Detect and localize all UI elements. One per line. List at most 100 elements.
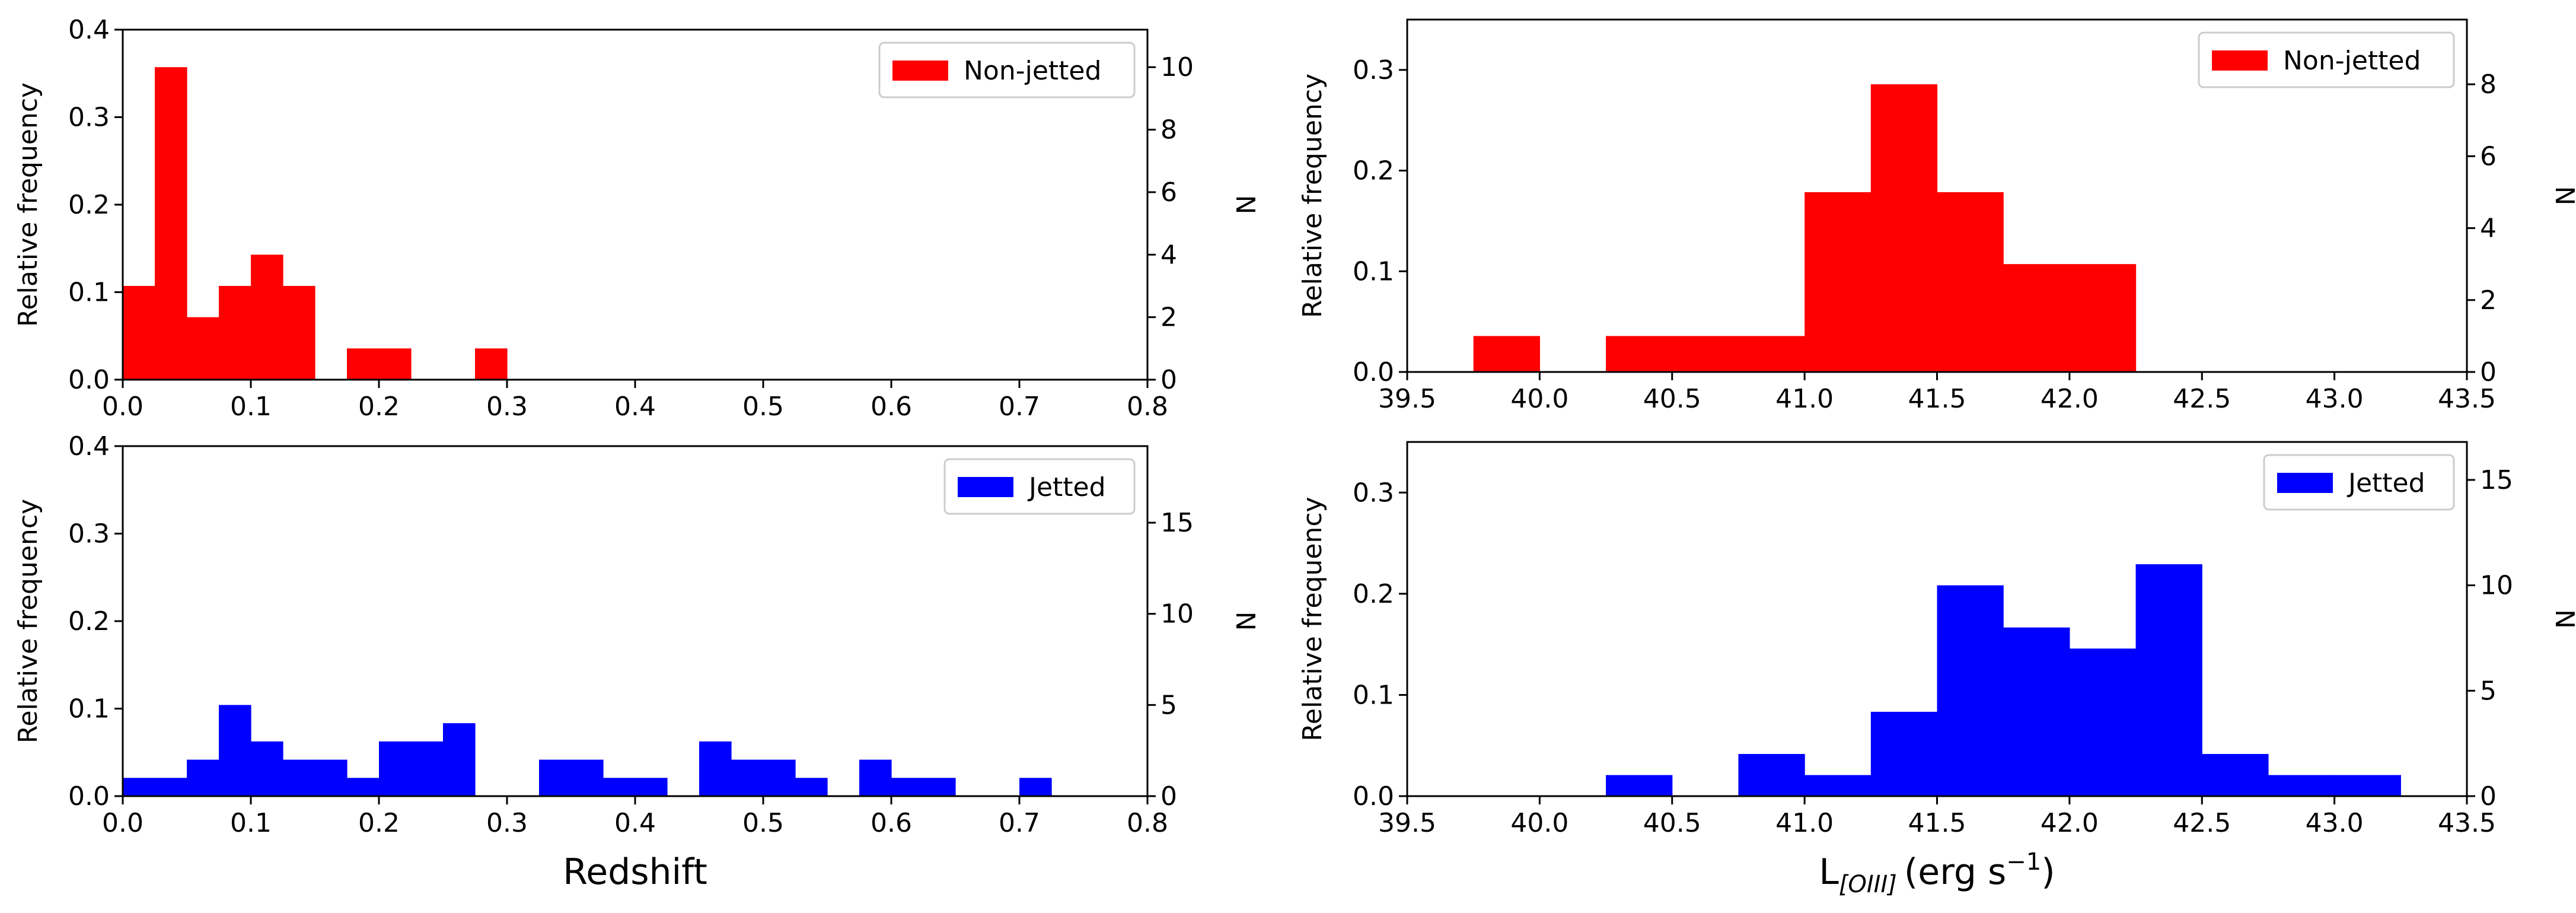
histogram-bar <box>347 778 380 796</box>
x-tick-label: 40.0 <box>1510 384 1568 414</box>
y2-tick-label: 0 <box>1161 365 1177 395</box>
x-tick-label: 0.6 <box>871 392 912 422</box>
legend-label: Jetted <box>2347 468 2425 498</box>
y-tick-label: 0.4 <box>68 15 110 45</box>
y-tick-label: 0.0 <box>1353 357 1394 387</box>
histogram-bar <box>219 285 251 380</box>
y2-axis-label: N <box>2549 609 2576 629</box>
x-tick-label: 0.0 <box>102 392 144 422</box>
x-axis-label-part: −1 <box>2006 848 2041 876</box>
y2-tick-label: 10 <box>1161 52 1194 82</box>
y-axis-label: Relative frequency <box>1297 74 1328 318</box>
y2-tick-label: 15 <box>2480 465 2513 495</box>
y-tick-label: 0.3 <box>68 519 110 549</box>
y2-axis-label: N <box>1230 195 1260 215</box>
legend-swatch <box>892 61 948 81</box>
panel-bottom-right: 39.5 40.0 40.5 41.0 41.5 42.0 42.5 43.0 43.5 0.0 0… <box>1297 441 2576 898</box>
legend-swatch <box>2277 473 2333 493</box>
y-axis-label: Relative frequency <box>1297 497 1328 741</box>
histogram-bar <box>219 705 251 796</box>
x-tick-label: 0.4 <box>614 808 656 838</box>
legend-swatch <box>958 477 1013 497</box>
x-tick-label: 0.2 <box>358 392 400 422</box>
histogram-bar <box>891 778 924 796</box>
x-axis-label-part: L <box>1819 851 1839 893</box>
bars <box>1606 564 2401 796</box>
bars <box>123 67 508 380</box>
x-tick-label: 40.0 <box>1510 808 1568 838</box>
x-tick-label: 0.1 <box>230 808 272 838</box>
histogram-bar <box>731 759 764 796</box>
x-axis-label: L[OIII] (erg s−1) <box>1819 848 2055 898</box>
x-tick-label: 0.1 <box>230 392 272 422</box>
x-tick-label: 0.3 <box>486 392 528 422</box>
x-axis-label-part: [OIII] <box>1839 871 1897 898</box>
legend-label: Non-jetted <box>964 56 1101 86</box>
y-tick-label: 0.3 <box>1353 478 1394 508</box>
y-tick-label: 0.2 <box>1353 156 1394 186</box>
x-tick-label: 0.5 <box>742 392 784 422</box>
y-tick-label: 0.1 <box>68 694 110 724</box>
y2-tick-label: 10 <box>1161 599 1194 629</box>
histogram-bar <box>347 348 380 380</box>
histogram-bar <box>187 759 219 796</box>
histogram-bar <box>2069 648 2137 796</box>
x-tick-label: 41.5 <box>1908 384 1966 414</box>
x-axis-label-part: ) <box>2041 851 2055 893</box>
x-tick-label: 43.5 <box>2438 808 2496 838</box>
histogram-bar <box>539 759 572 796</box>
x-tick-label: 40.5 <box>1643 384 1701 414</box>
x-tick-label: 43.0 <box>2306 808 2364 838</box>
histogram-bar <box>699 741 732 796</box>
histogram-bar <box>2069 264 2137 372</box>
x-tick-label: 40.5 <box>1643 808 1701 838</box>
histogram-bar <box>1937 585 2004 796</box>
histogram-bar <box>379 348 412 380</box>
y2-tick-label: 4 <box>1161 240 1177 270</box>
x-tick-label: 0.4 <box>614 392 656 422</box>
histogram-bar <box>123 778 155 796</box>
histogram-bar <box>859 759 892 796</box>
histogram-bar <box>155 67 187 380</box>
x-tick-label: 42.5 <box>2173 808 2231 838</box>
histogram-bar <box>571 759 604 796</box>
histogram-bar <box>123 285 155 380</box>
histogram-bar <box>251 255 283 380</box>
x-tick-label: 0.0 <box>102 808 144 838</box>
histogram-bar <box>315 759 347 796</box>
legend-box <box>943 458 1136 515</box>
histogram-bar <box>1805 192 1872 372</box>
x-tick-label: 41.0 <box>1775 384 1834 414</box>
y-tick-label: 0.0 <box>68 365 110 395</box>
histogram-bar <box>251 741 283 796</box>
legend: Non-jetted <box>878 42 1136 98</box>
y2-tick-label: 0 <box>1161 781 1177 812</box>
x-axis-label-part: (erg s <box>1904 851 2006 893</box>
y-tick-label: 0.2 <box>1353 579 1394 609</box>
x-tick-label: 42.0 <box>2041 384 2099 414</box>
panel-top-left: 0.0 0.1 0.2 0.3 0.4 0.5 0.6 0.7 0.8 0.0 0.1 0.2 0.3 0… <box>13 15 1260 422</box>
histogram-bar <box>475 348 508 380</box>
x-tick-label: 0.2 <box>358 808 400 838</box>
y-tick-label: 0.3 <box>1353 55 1394 85</box>
histogram-bar <box>1606 775 1673 796</box>
legend-swatch <box>2212 50 2268 71</box>
histogram-bar <box>1672 336 1739 372</box>
y2-tick-label: 2 <box>1161 303 1177 333</box>
x-tick-label: 0.5 <box>742 808 784 838</box>
x-tick-label: 43.5 <box>2438 384 2496 414</box>
histogram-bar <box>635 778 668 796</box>
x-tick-label: 0.7 <box>999 392 1040 422</box>
x-tick-label: 41.5 <box>1908 808 1966 838</box>
x-tick-label: 39.5 <box>1378 384 1436 414</box>
y2-tick-label: 5 <box>2480 676 2497 706</box>
histogram-bar <box>603 778 636 796</box>
y2-tick-label: 6 <box>1161 177 1177 208</box>
y-tick-label: 0.1 <box>1353 256 1394 287</box>
histogram-bar <box>1937 192 2004 372</box>
legend-box <box>878 42 1136 98</box>
histogram-bar <box>283 285 315 380</box>
panel-bottom-left: 0.0 0.1 0.2 0.3 0.4 0.5 0.6 0.7 0.8 0.0 0.1 0.2 0.3 0… <box>13 431 1260 893</box>
